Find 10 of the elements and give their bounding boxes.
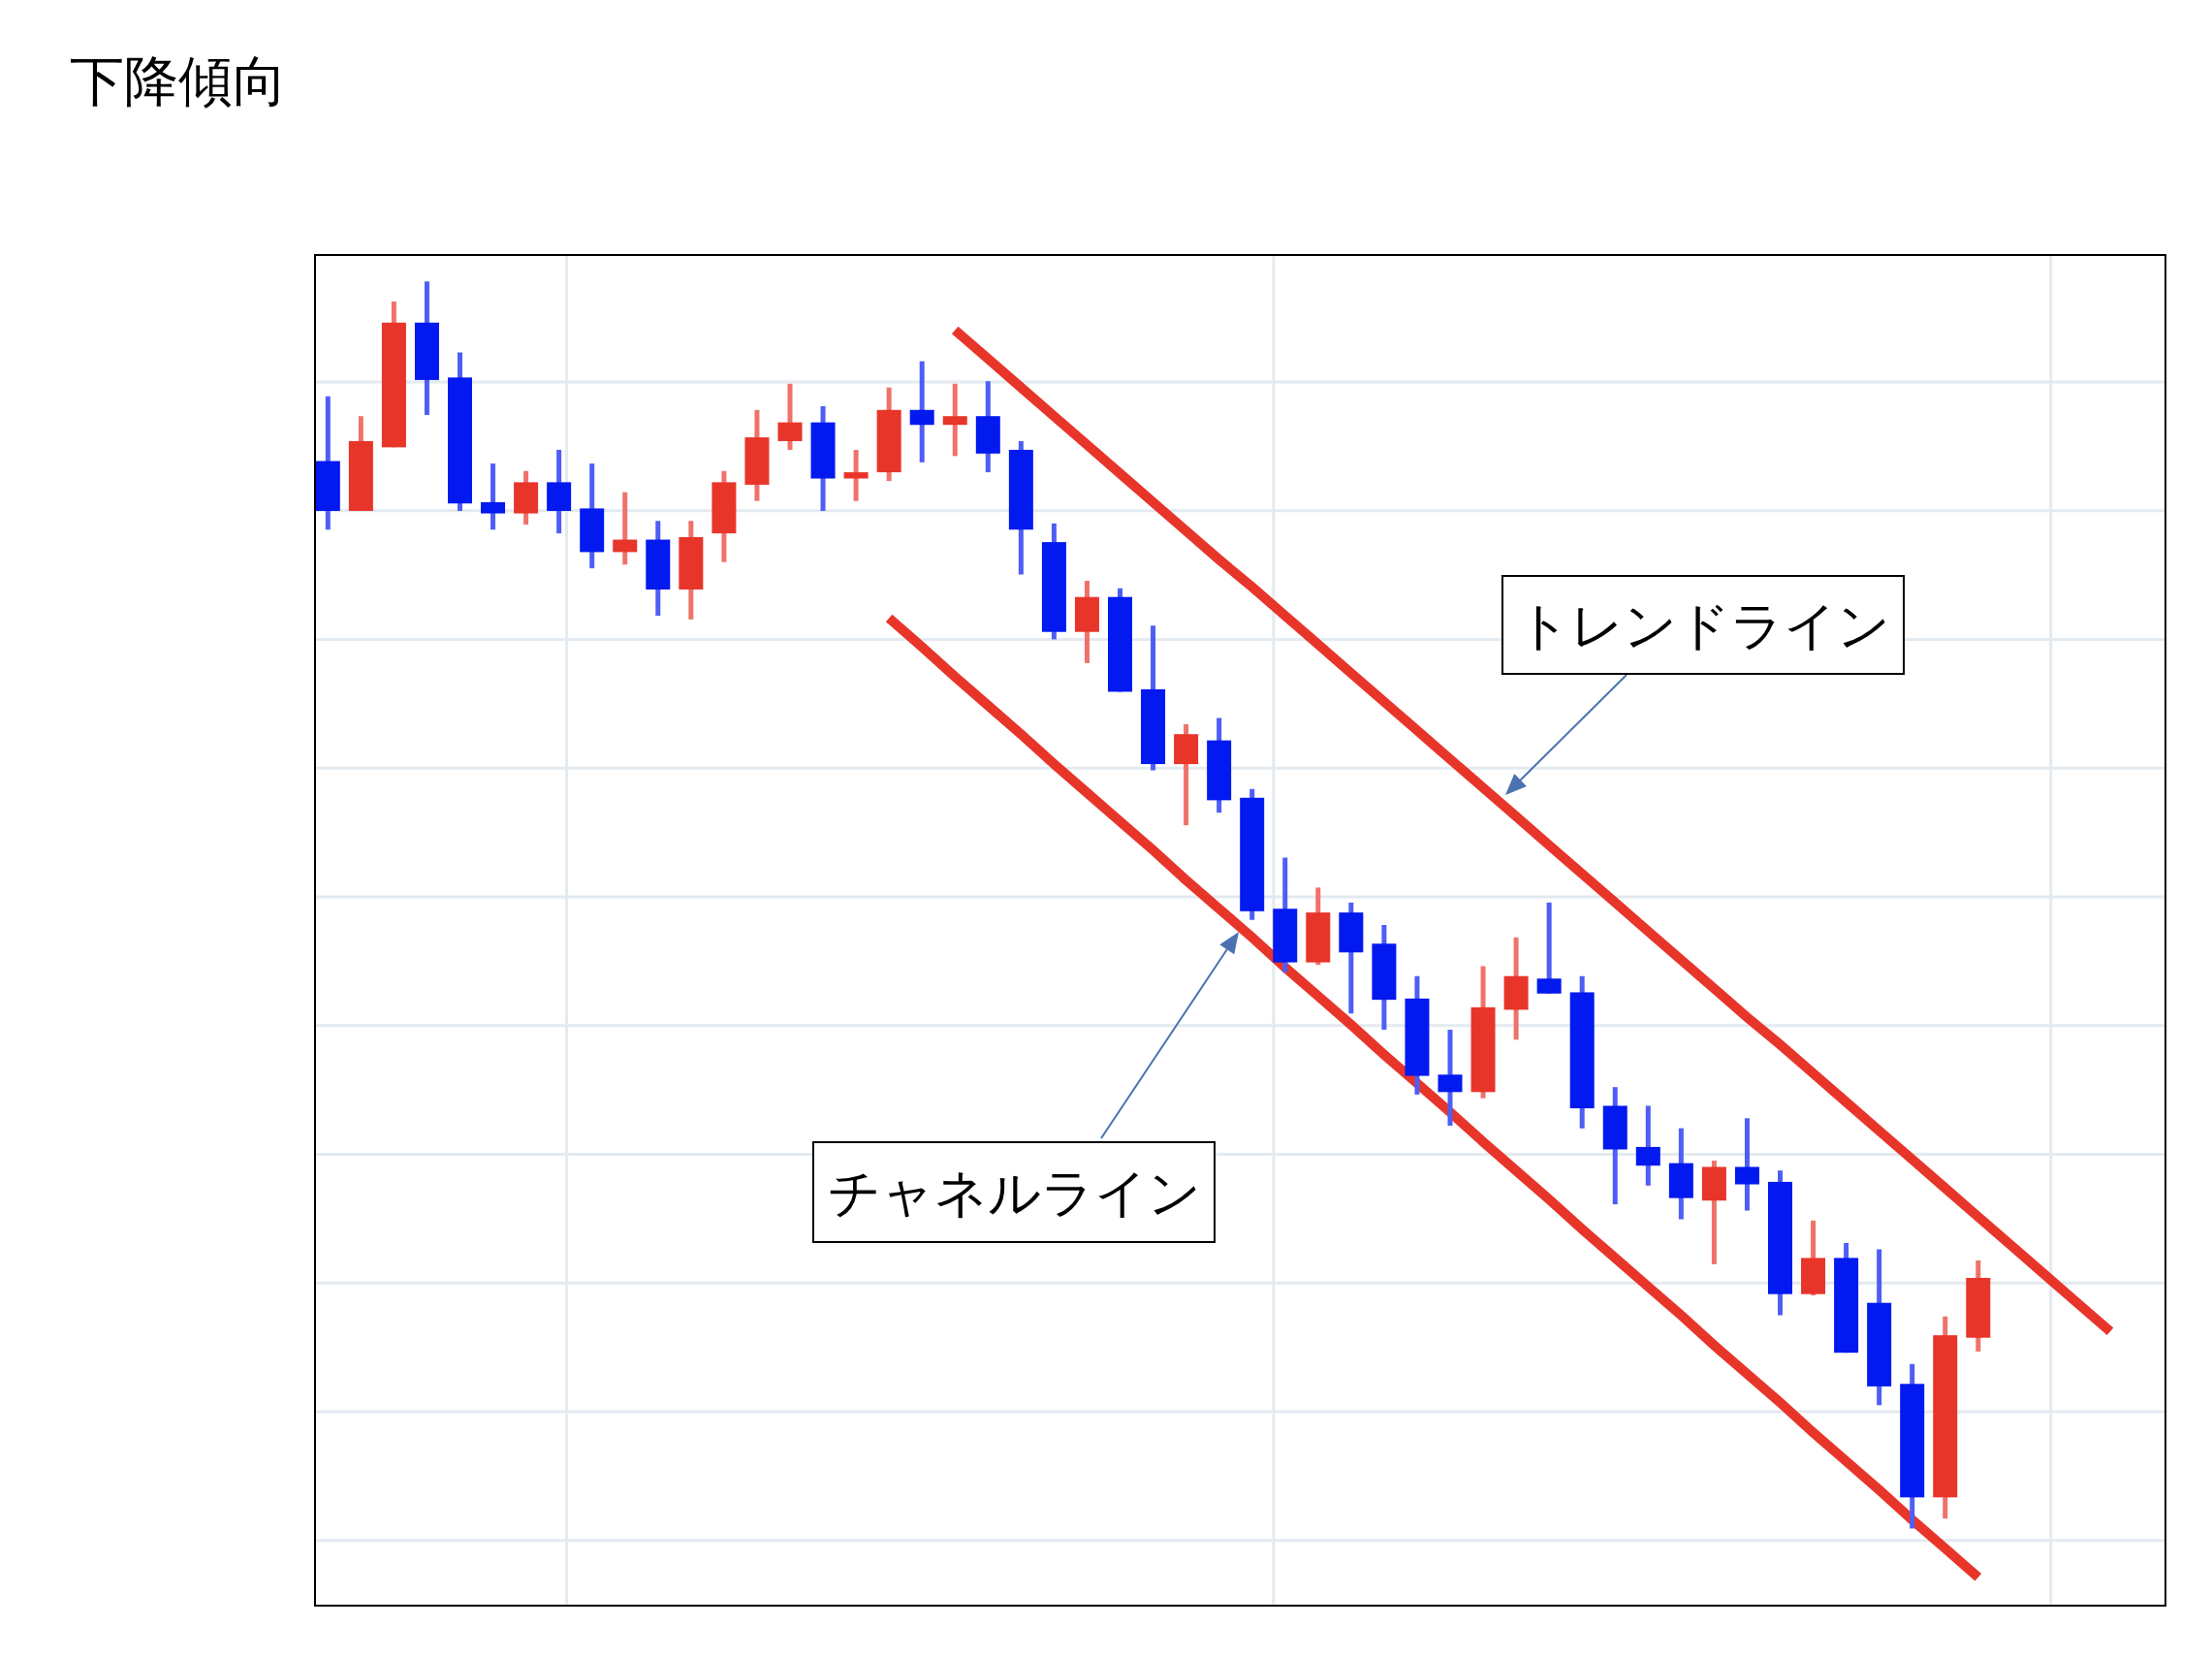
annotation: トレンドライン [1516,595,1890,654]
annotation: チャネルライン [827,1163,1201,1222]
candlestick [843,449,869,501]
chart-title: 下降傾向 [70,50,287,112]
candlestick [613,492,638,565]
candlestick [1734,1118,1759,1211]
candlestick [1438,1030,1463,1127]
candlestick [909,361,934,462]
candlestick [942,383,967,457]
candlestick [481,463,506,530]
